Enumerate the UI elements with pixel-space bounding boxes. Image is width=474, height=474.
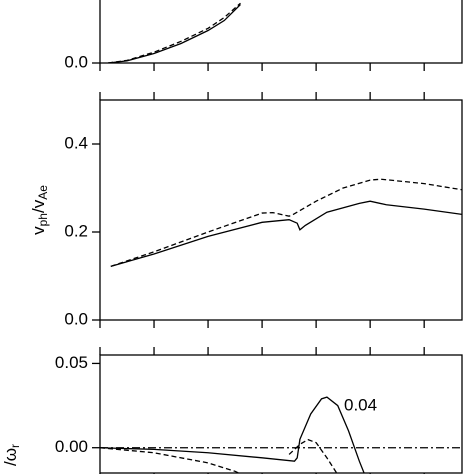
y-axis-label: /ωr bbox=[1, 444, 21, 466]
line-series bbox=[108, 4, 241, 63]
line-series bbox=[108, 2, 241, 63]
y-tick-label: 0.4 bbox=[64, 133, 88, 152]
plot-frame bbox=[99, 0, 463, 64]
y-tick-label: 0.0 bbox=[64, 309, 88, 328]
line-series bbox=[100, 396, 365, 473]
y-axis-label-part: v bbox=[29, 226, 48, 235]
y-axis-label-part: /ω bbox=[1, 448, 20, 466]
y-tick-label: 0.00 bbox=[55, 437, 88, 456]
line-series bbox=[110, 200, 462, 267]
plot-frame bbox=[99, 99, 463, 321]
y-tick-label: 0.0 bbox=[64, 52, 88, 71]
plot-area bbox=[108, 2, 241, 63]
y-axis-label-part: r bbox=[8, 444, 22, 448]
line-series bbox=[100, 438, 338, 473]
plot-area bbox=[110, 178, 462, 267]
plot-area bbox=[100, 396, 462, 473]
y-tick-label: 0.2 bbox=[64, 221, 88, 240]
line-series bbox=[110, 178, 462, 267]
y-axis-label-part: Ae bbox=[36, 185, 50, 200]
annotation: 0.04 bbox=[344, 395, 377, 414]
y-axis-label-part: ph bbox=[36, 213, 50, 226]
plot-frame bbox=[99, 354, 463, 474]
y-axis-label-part: /v bbox=[29, 199, 48, 213]
y-axis-label: vph/vAe bbox=[29, 185, 49, 235]
y-tick-label: 0.05 bbox=[55, 353, 88, 372]
